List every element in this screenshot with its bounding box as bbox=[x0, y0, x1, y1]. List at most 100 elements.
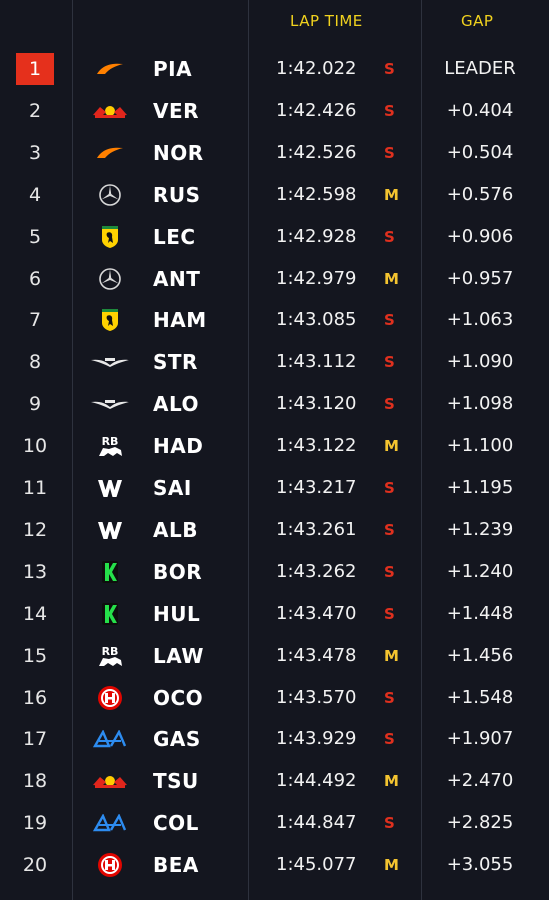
lap-time: 1:43.470 bbox=[276, 603, 357, 624]
haas-logo-icon bbox=[90, 682, 130, 714]
position-number: 12 bbox=[22, 519, 48, 541]
lap-time: 1:43.217 bbox=[276, 477, 357, 498]
tyre-compound: S bbox=[384, 814, 395, 832]
tyre-compound: M bbox=[384, 437, 399, 455]
gap-value: LEADER bbox=[444, 58, 516, 79]
gap-value: +1.240 bbox=[446, 561, 514, 582]
table-row: 7 HAM 1:43.085 S +1.063 bbox=[0, 300, 549, 340]
tyre-compound: S bbox=[384, 563, 395, 581]
gap-value: +0.504 bbox=[446, 142, 514, 163]
driver-code: GAS bbox=[153, 727, 201, 751]
ferrari-logo-icon bbox=[90, 304, 130, 336]
table-row: 16 OCO 1:43.570 S +1.548 bbox=[0, 678, 549, 718]
lap-time: 1:43.570 bbox=[276, 687, 357, 708]
mercedes-logo-icon bbox=[90, 263, 130, 295]
gap-value: +1.548 bbox=[446, 687, 514, 708]
position-number: 13 bbox=[22, 561, 48, 583]
lap-time: 1:42.598 bbox=[276, 184, 357, 205]
position-number: 9 bbox=[28, 393, 42, 415]
ferrari-logo-icon bbox=[90, 221, 130, 253]
gap-value: +1.448 bbox=[446, 603, 514, 624]
gap-value: +1.090 bbox=[446, 351, 514, 372]
gap-value: +0.906 bbox=[446, 226, 514, 247]
tyre-compound: M bbox=[384, 856, 399, 874]
sauber-logo-icon bbox=[90, 556, 130, 588]
lap-time: 1:42.979 bbox=[276, 268, 357, 289]
tyre-compound: S bbox=[384, 730, 395, 748]
driver-code: HAD bbox=[153, 434, 204, 458]
tyre-compound: S bbox=[384, 605, 395, 623]
tyre-compound: M bbox=[384, 270, 399, 288]
gap-value: +2.470 bbox=[446, 770, 514, 791]
driver-code: COL bbox=[153, 811, 199, 835]
table-row: 20 BEA 1:45.077 M +3.055 bbox=[0, 845, 549, 885]
driver-code: RUS bbox=[153, 183, 201, 207]
svg-text:RB: RB bbox=[102, 435, 119, 448]
gap-value: +1.456 bbox=[446, 645, 514, 666]
position-number: 17 bbox=[22, 728, 48, 750]
williams-logo-icon bbox=[90, 514, 130, 546]
table-row: 15 RB LAW 1:43.478 M +1.456 bbox=[0, 636, 549, 676]
table-row: 10 RB HAD 1:43.122 M +1.100 bbox=[0, 426, 549, 466]
tyre-compound: S bbox=[384, 102, 395, 120]
table-row: 19 COL 1:44.847 S +2.825 bbox=[0, 803, 549, 843]
driver-code: ALB bbox=[153, 518, 198, 542]
tyre-compound: S bbox=[384, 144, 395, 162]
driver-code: STR bbox=[153, 350, 198, 374]
driver-code: ALO bbox=[153, 392, 200, 416]
table-row: 13 BOR 1:43.262 S +1.240 bbox=[0, 552, 549, 592]
gap-value: +0.957 bbox=[446, 268, 514, 289]
table-row: 4 RUS 1:42.598 M +0.576 bbox=[0, 175, 549, 215]
williams-logo-icon bbox=[90, 472, 130, 504]
position-number: 7 bbox=[28, 309, 42, 331]
tyre-compound: S bbox=[384, 479, 395, 497]
position-number: 2 bbox=[28, 100, 42, 122]
driver-code: ANT bbox=[153, 267, 201, 291]
driver-code: OCO bbox=[153, 686, 204, 710]
position-number: 3 bbox=[28, 142, 42, 164]
position-number: 5 bbox=[28, 226, 42, 248]
position-number: 1 bbox=[16, 53, 54, 85]
position-number: 16 bbox=[22, 687, 48, 709]
driver-code: NOR bbox=[153, 141, 204, 165]
lap-time: 1:43.478 bbox=[276, 645, 357, 666]
gap-value: +1.195 bbox=[446, 477, 514, 498]
gap-value: +1.239 bbox=[446, 519, 514, 540]
lap-time: 1:43.085 bbox=[276, 309, 357, 330]
tyre-compound: M bbox=[384, 186, 399, 204]
table-row: 6 ANT 1:42.979 M +0.957 bbox=[0, 259, 549, 299]
table-row: 9 ALO 1:43.120 S +1.098 bbox=[0, 384, 549, 424]
red-bull-logo-icon bbox=[90, 765, 130, 797]
gap-header: GAP bbox=[461, 12, 494, 30]
tyre-compound: S bbox=[384, 60, 395, 78]
table-row: 2 VER 1:42.426 S +0.404 bbox=[0, 91, 549, 131]
driver-code: SAI bbox=[153, 476, 192, 500]
lap-time: 1:43.122 bbox=[276, 435, 357, 456]
racing-bulls-logo-icon: RB bbox=[90, 640, 130, 672]
driver-code: BOR bbox=[153, 560, 203, 584]
table-row: 3 NOR 1:42.526 S +0.504 bbox=[0, 133, 549, 173]
lap-time: 1:43.929 bbox=[276, 728, 357, 749]
tyre-compound: M bbox=[384, 647, 399, 665]
sauber-logo-icon bbox=[90, 598, 130, 630]
driver-code: TSU bbox=[153, 769, 199, 793]
gap-value: +1.907 bbox=[446, 728, 514, 749]
driver-code: HUL bbox=[153, 602, 201, 626]
driver-code: LEC bbox=[153, 225, 196, 249]
gap-value: +0.404 bbox=[446, 100, 514, 121]
position-number: 20 bbox=[22, 854, 48, 876]
gap-value: +3.055 bbox=[446, 854, 514, 875]
tyre-compound: S bbox=[384, 311, 395, 329]
lap-time: 1:42.426 bbox=[276, 100, 357, 121]
column-divider bbox=[421, 0, 422, 900]
lap-time-header: LAP TIME bbox=[290, 12, 363, 30]
position-number: 4 bbox=[28, 184, 42, 206]
position-number: 19 bbox=[22, 812, 48, 834]
tyre-compound: S bbox=[384, 353, 395, 371]
driver-code: BEA bbox=[153, 853, 199, 877]
mclaren-logo-icon bbox=[90, 137, 130, 169]
lap-time: 1:45.077 bbox=[276, 854, 357, 875]
tyre-compound: S bbox=[384, 689, 395, 707]
racing-bulls-logo-icon: RB bbox=[90, 430, 130, 462]
tyre-compound: M bbox=[384, 772, 399, 790]
